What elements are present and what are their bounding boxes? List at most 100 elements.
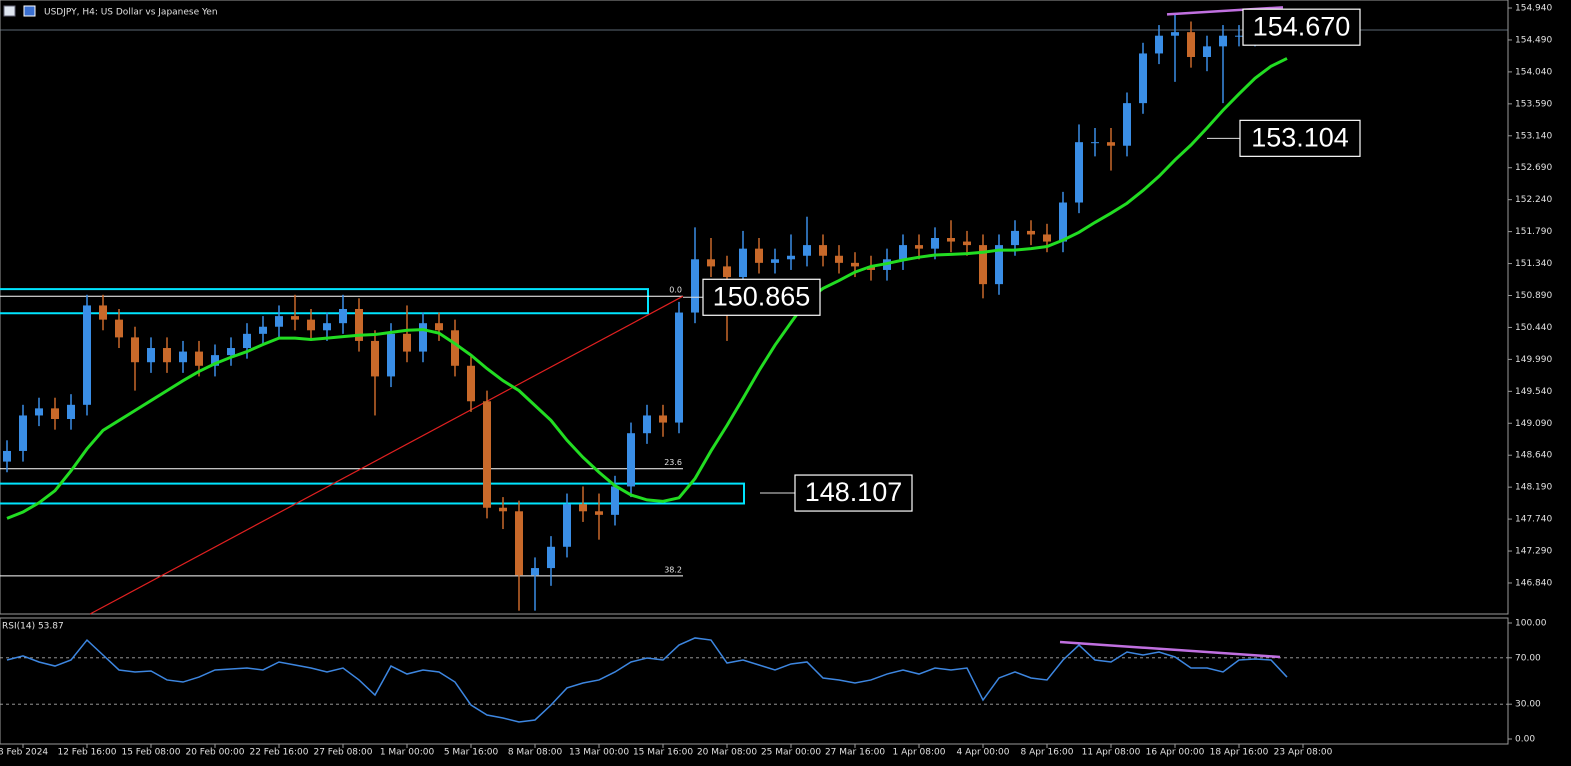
rsi-line [6,637,1288,723]
candle-body [707,259,715,267]
candle-body [1091,142,1099,144]
x-tick-label: 11 Apr 08:00 [1082,748,1141,758]
price-label: 154.670 [1253,11,1351,41]
x-tick-label: 23 Apr 08:00 [1274,748,1333,758]
candle-body [211,355,219,366]
candle-body [755,248,763,263]
y-tick-label: 149.090 [1515,419,1552,429]
candle-body [947,238,955,242]
candle-body [931,238,939,249]
candle-body [803,245,811,256]
candle-body [163,348,171,363]
candle-body [435,323,443,331]
candle-body [611,486,619,515]
x-tick-label: 15 Mar 16:00 [633,748,693,758]
candle-body [179,351,187,363]
x-tick-label: 15 Feb 08:00 [121,748,180,758]
y-tick-label: 146.840 [1515,578,1552,588]
candle-body [771,259,779,263]
candle-body [531,568,539,576]
candle-body [51,408,59,420]
candle-body [467,365,475,402]
candle-body [387,333,395,377]
candle-body [787,255,795,260]
candle-body [1027,230,1035,235]
candle-body [1187,32,1195,57]
candle-body [403,333,411,352]
candle-body [451,330,459,366]
x-tick-label: 18 Apr 16:00 [1210,748,1269,758]
x-tick-label: 1 Apr 08:00 [893,748,946,758]
candle-body [1139,53,1147,104]
divergence-line [1166,6,1284,16]
x-tick-label: 8 Feb 2024 [0,748,48,758]
chart-header: USDJPY, H4: US Dollar vs Japanese Yen [44,8,218,18]
candle-body [515,511,523,576]
fib-label: 0.0 [669,286,682,295]
candle-body [691,259,699,313]
x-tick-label: 12 Feb 16:00 [57,748,116,758]
candle-body [1011,230,1019,246]
y-tick-label: 148.190 [1515,483,1552,493]
y-tick-label: 152.240 [1515,195,1552,205]
candle-body [547,546,555,569]
y-tick-label: 154.940 [1515,4,1552,14]
candle-body [339,308,347,324]
candle-body [227,348,235,356]
y-tick-label: 70.00 [1515,653,1541,663]
y-tick-label: 151.790 [1515,227,1552,237]
candle-body [1059,202,1067,242]
price-label: 148.107 [805,477,903,507]
zone [0,288,649,315]
candle-body [835,255,843,263]
period-icon [23,5,36,17]
x-tick-label: 4 Apr 00:00 [957,748,1010,758]
candle-body [115,319,123,338]
y-tick-label: 148.640 [1515,451,1552,461]
y-tick-label: 0.00 [1515,735,1535,745]
candle-body [275,316,283,327]
candle-body [147,348,155,363]
y-tick-label: 151.340 [1515,259,1552,269]
x-tick-label: 27 Mar 16:00 [825,748,885,758]
candle-body [35,408,43,416]
candle-body [243,333,251,349]
candle-body [1219,35,1227,47]
x-tick-label: 5 Mar 16:00 [444,748,499,758]
price-label: 150.865 [713,281,811,311]
candle-body [307,319,315,331]
symbol-icon [3,5,16,17]
y-tick-label: 30.00 [1515,700,1541,710]
candle-body [99,305,107,320]
rsi-title: RSI(14) 53.87 [2,622,64,632]
rsi-pane [0,617,1509,745]
candle-body [371,340,379,377]
candle-body [899,245,907,260]
x-tick-label: 8 Apr 16:00 [1021,748,1074,758]
x-tick-label: 25 Mar 00:00 [761,748,821,758]
y-tick-label: 150.440 [1515,323,1552,333]
x-tick-label: 16 Apr 00:00 [1146,748,1205,758]
candle-body [3,450,11,462]
y-tick-label: 149.540 [1515,387,1552,397]
candle-body [963,241,971,246]
candle-body [1171,32,1179,36]
candle-body [867,266,875,270]
candle-body [995,245,1003,285]
candle-body [1203,46,1211,57]
candle-body [595,511,603,515]
candle-body [579,504,587,512]
candle-body [739,248,747,278]
candle-body [83,305,91,405]
y-tick-label: 152.690 [1515,163,1552,173]
candle-body [1043,234,1051,242]
x-tick-label: 1 Mar 00:00 [380,748,435,758]
candle-body [323,323,331,331]
candle-body [915,245,923,249]
candle-body [483,401,491,508]
candle-body [851,262,859,267]
main-pane [0,0,1509,615]
candle-body [291,316,299,320]
candle-body [259,326,267,334]
